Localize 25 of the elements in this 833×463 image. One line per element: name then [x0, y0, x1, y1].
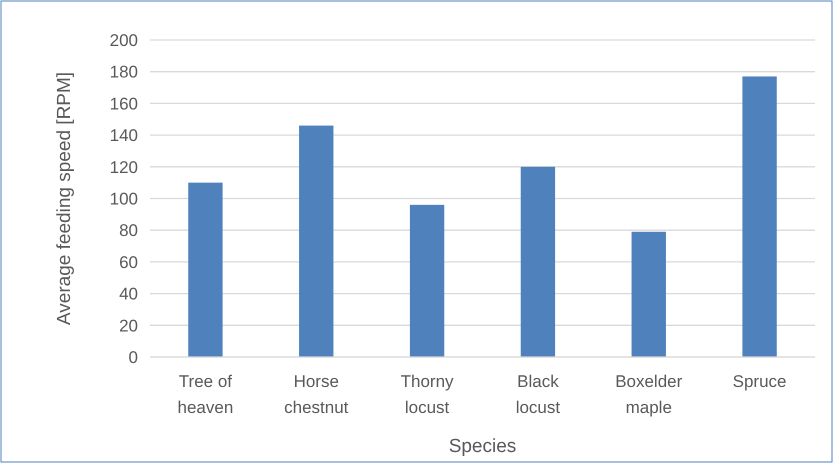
y-tick-label: 180 — [110, 62, 138, 82]
y-tick-label: 100 — [110, 189, 138, 208]
bar — [188, 182, 223, 357]
bar — [410, 204, 444, 357]
bar — [299, 126, 334, 357]
bar — [520, 166, 556, 357]
x-tick-label: Thorny locust — [400, 372, 454, 417]
y-tick-label: 40 — [119, 284, 138, 304]
bar — [742, 76, 777, 357]
y-tick-label: 160 — [110, 94, 138, 114]
y-tick-label: 20 — [119, 316, 138, 336]
x-tick-label: Black locust — [516, 372, 560, 417]
x-tick-label: Horse chestnut — [284, 372, 349, 417]
y-tick-label: 60 — [119, 252, 138, 272]
y-tick-label: 200 — [110, 30, 138, 50]
bar — [632, 232, 666, 357]
y-tick-label: 140 — [110, 126, 138, 146]
y-axis-title: Average feeding speed [RPM] — [54, 72, 75, 326]
x-axis-title: Species — [448, 436, 516, 457]
y-tick-label: 80 — [119, 221, 138, 240]
x-tick-label: Spruce — [732, 372, 787, 391]
x-tick-label: Boxelder maple — [615, 372, 683, 417]
x-tick-label: Tree of heaven — [178, 372, 234, 417]
y-tick-label: 120 — [110, 158, 138, 177]
y-tick-label: 0 — [128, 348, 138, 367]
